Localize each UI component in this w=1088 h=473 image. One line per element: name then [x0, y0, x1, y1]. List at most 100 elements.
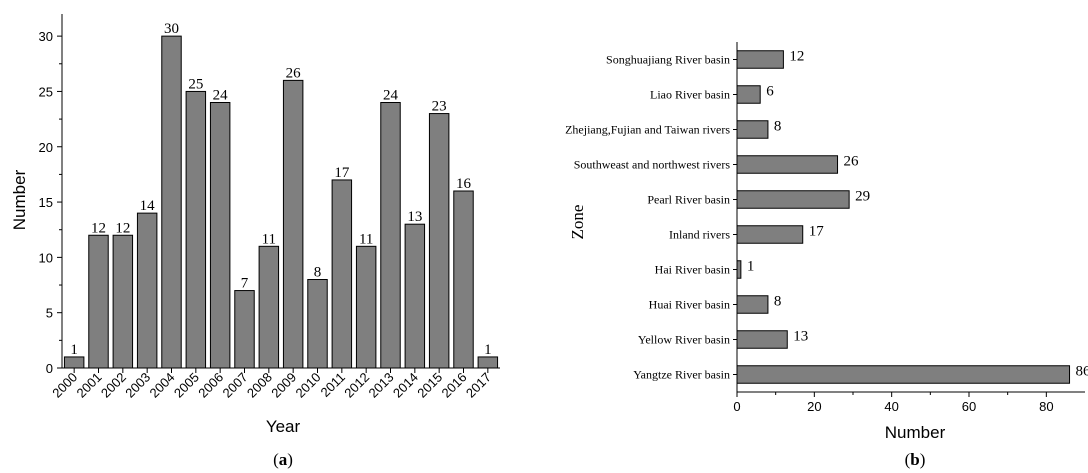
chart-b-category-label: Yangtze River basin: [633, 368, 730, 382]
chart-b-category-label: Yellow River basin: [638, 333, 730, 347]
chart-a-bar: [380, 102, 401, 369]
chart-b-bar: [736, 225, 804, 244]
chart-a-y-tick-label: 15: [39, 195, 53, 210]
chart-a-y-tick-label: 10: [39, 250, 53, 265]
chart-b-bar: [736, 190, 850, 209]
chart-a-data-label: 26: [286, 65, 302, 81]
chart-b-x-tick-label: 40: [884, 399, 898, 414]
chart-b-panel-label: (b): [905, 450, 926, 469]
chart-a-bar: [307, 279, 328, 369]
chart-a-x-tick-label: 2000: [49, 370, 80, 401]
chart-a-data-label: 7: [241, 276, 249, 292]
chart-a-y-tick-label: 25: [39, 84, 53, 99]
chart-a-data-label: 1: [484, 342, 492, 358]
chart-b-bar: [736, 260, 742, 279]
chart-a-bar: [428, 113, 450, 369]
chart-a: Number Year (a) 0 5 10 15 20 25 30 1 2000 12 2001 1…: [10, 14, 500, 469]
chart-a-panel-label: (a): [273, 450, 293, 469]
chart-b-data-label: 8: [774, 119, 782, 135]
chart-a-x-tick-label: 2009: [268, 370, 299, 401]
chart-a-bar: [355, 245, 377, 369]
chart-a-bar: [185, 90, 207, 369]
chart-a-bar: [404, 223, 426, 369]
chart-a-data-label: 25: [188, 76, 203, 92]
chart-a-data-label: 17: [334, 165, 350, 181]
chart-a-x-tick-label: 2008: [244, 370, 275, 401]
chart-b-data-label: 6: [766, 84, 774, 100]
chart-a-x-tick-label: 2012: [341, 370, 372, 401]
chart-a-bar: [161, 35, 182, 369]
chart-b-category-label: Southweast and northwest rivers: [574, 158, 731, 172]
chart-a-data-label: 23: [432, 99, 447, 115]
chart-a-data-label: 24: [213, 88, 229, 104]
chart-a-x-tick-label: 2017: [463, 370, 494, 401]
chart-b-data-label: 12: [789, 49, 804, 65]
chart-a-data-label: 11: [262, 231, 276, 247]
chart-b-bar: [736, 365, 1071, 384]
chart-a-data-label: 12: [115, 220, 130, 236]
chart-a-data-label: 8: [314, 265, 322, 281]
chart-b-category-label: Huai River basin: [649, 298, 730, 312]
chart-a-x-tick-label: 2001: [74, 370, 105, 401]
chart-a-x-tick-label: 2002: [98, 370, 129, 401]
chart-a-ylabel: Number: [10, 169, 29, 230]
chart-b-data-label: 1: [747, 259, 755, 275]
chart-b-bar: [736, 50, 784, 69]
chart-b-data-label: 26: [844, 154, 860, 170]
chart-a-x-tick-label: 2006: [195, 370, 226, 401]
chart-a-data-label: 16: [456, 176, 472, 192]
chart-a-bar: [282, 79, 304, 369]
chart-a-x-tick-label: 2003: [122, 370, 153, 401]
chart-b-x-tick-label: 60: [962, 399, 976, 414]
chart-b-x-tick-label: 80: [1039, 399, 1053, 414]
chart-a-x-tick-label: 2004: [147, 370, 178, 401]
chart-a-x-tick-label: 2016: [439, 370, 470, 401]
chart-b-category-label: Pearl River basin: [647, 193, 730, 207]
chart-b-data-label: 17: [809, 224, 825, 240]
chart-b-category-label: Hai River basin: [655, 263, 730, 277]
chart-a-x-tick-label: 2005: [171, 370, 202, 401]
chart-a-x-tick-label: 2010: [293, 370, 324, 401]
chart-a-x-tick-label: 2011: [318, 370, 348, 400]
chart-a-bar: [88, 234, 109, 369]
chart-a-bar: [234, 290, 255, 369]
chart-b-x-tick-label: 20: [807, 399, 821, 414]
chart-b-category-label: Liao River basin: [650, 88, 730, 102]
chart-a-y-tick-label: 0: [46, 361, 53, 376]
chart-a-y-tick-label: 5: [46, 306, 53, 321]
chart-a-y-tick-label: 30: [39, 29, 53, 44]
chart-a-data-label: 1: [70, 342, 78, 358]
chart-a-xlabel: Year: [266, 417, 301, 436]
chart-a-data-label: 24: [383, 88, 399, 104]
chart-b-data-label: 8: [774, 294, 782, 310]
chart-b-category-label: Inland rivers: [669, 228, 730, 242]
chart-b-x-tick-label: 0: [733, 399, 740, 414]
chart-b-category-label: Songhuajiang River basin: [606, 53, 730, 67]
chart-a-x-tick-label: 2015: [414, 370, 445, 401]
chart-a-data-label: 13: [407, 209, 422, 225]
chart-b-bar: [736, 85, 761, 104]
chart-b-xlabel: Number: [885, 423, 946, 442]
chart-a-data-label: 14: [140, 198, 156, 214]
chart-b: Zone Number (b) 0 20 40 60 80 12 Songhuajiang …: [565, 42, 1088, 469]
chart-a-x-tick-label: 2007: [220, 370, 251, 401]
chart-b-bar: [736, 120, 769, 139]
chart-b-bar: [736, 295, 769, 314]
chart-a-bar: [477, 356, 499, 369]
chart-a-data-label: 30: [164, 21, 179, 37]
chart-a-data-label: 12: [91, 220, 106, 236]
chart-a-y-tick-label: 20: [39, 140, 53, 155]
chart-b-category-label: Zhejiang,Fujian and Taiwan rivers: [565, 123, 730, 137]
chart-a-bar: [209, 102, 231, 369]
chart-b-data-label: 86: [1076, 364, 1088, 380]
chart-b-data-label: 13: [793, 329, 808, 345]
chart-a-bar: [63, 356, 85, 369]
chart-b-bar: [736, 155, 839, 174]
chart-a-bar: [331, 179, 353, 369]
chart-b-ylabel: Zone: [568, 205, 587, 240]
chart-a-bar: [453, 190, 474, 369]
chart-a-data-label: 11: [359, 231, 373, 247]
chart-b-data-label: 29: [855, 189, 870, 205]
chart-a-bar: [258, 245, 280, 369]
